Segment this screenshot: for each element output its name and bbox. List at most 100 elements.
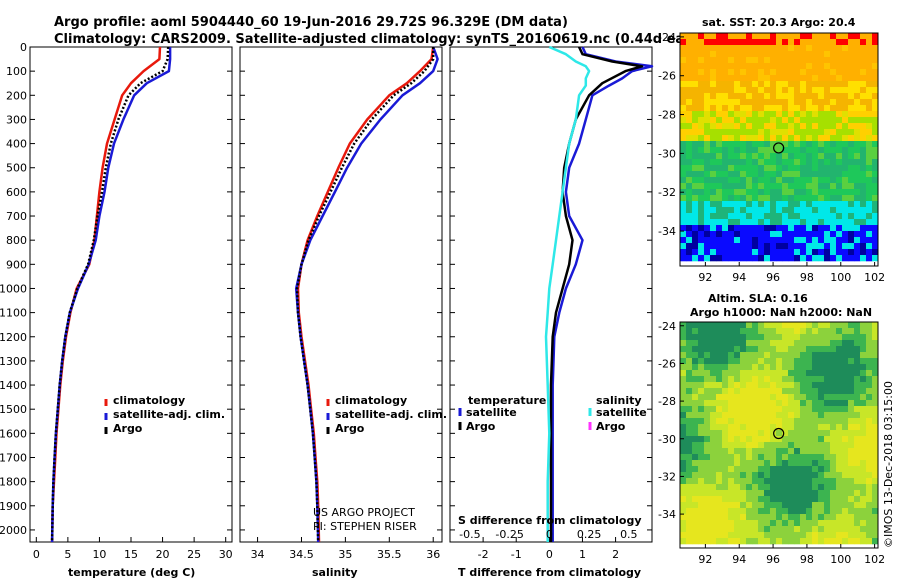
map-cell (860, 159, 867, 166)
map-cell (806, 51, 813, 58)
map-cell (770, 394, 777, 401)
map-x-tick-label: 98 (800, 271, 814, 284)
map-cell (800, 231, 807, 238)
map-cell (698, 255, 705, 262)
map-cell (782, 388, 789, 395)
map-cell (746, 237, 753, 244)
map-cell (776, 448, 783, 455)
map-cell (686, 490, 693, 497)
map-x-tick-label: 96 (766, 271, 780, 284)
map-cell (758, 364, 765, 371)
map-cell (740, 322, 747, 329)
map-cell (818, 219, 825, 226)
map-cell (788, 219, 795, 226)
map-cell (722, 412, 729, 419)
map-cell (710, 406, 717, 413)
map-cell (782, 117, 789, 124)
map-cell (872, 255, 879, 262)
map-cell (866, 123, 873, 130)
map-cell (776, 520, 783, 527)
map-cell (686, 39, 693, 46)
map-cell (782, 51, 789, 58)
map-cell (836, 358, 843, 365)
map-cell (824, 418, 831, 425)
map-cell (782, 201, 789, 208)
map-cell (872, 412, 879, 419)
map-cell (830, 430, 837, 437)
map-cell (746, 51, 753, 58)
map-cell (746, 538, 753, 545)
map-cell (698, 532, 705, 539)
map-cell (728, 430, 735, 437)
map-cell (806, 81, 813, 88)
map-cell (830, 502, 837, 509)
map-cell (698, 225, 705, 232)
map-cell (704, 243, 711, 250)
map-cell (722, 502, 729, 509)
map-cell (812, 334, 819, 341)
map-cell (746, 45, 753, 52)
map-cell (728, 183, 735, 190)
map-cell (680, 400, 687, 407)
map-cell (734, 388, 741, 395)
map-cell (806, 153, 813, 160)
map-cell (752, 400, 759, 407)
map-cell (866, 171, 873, 178)
map-cell (728, 454, 735, 461)
map-cell (848, 39, 855, 46)
map-cell (812, 33, 819, 40)
map-cell (698, 219, 705, 226)
map-x-tick-label: 102 (864, 271, 885, 284)
map-cell (710, 195, 717, 202)
map-cell (698, 430, 705, 437)
map-cell (752, 430, 759, 437)
map-cell (824, 334, 831, 341)
map-x-tick-label: 100 (830, 553, 851, 566)
argo-position-marker (773, 142, 785, 154)
map-cell (860, 448, 867, 455)
map-cell (776, 177, 783, 184)
map-cell (836, 81, 843, 88)
map-cell (872, 63, 879, 70)
map-cell (860, 460, 867, 467)
map-cell (752, 123, 759, 130)
map-cell (692, 57, 699, 64)
map-cell (722, 111, 729, 118)
map-cell (854, 63, 861, 70)
map-cell (866, 388, 873, 395)
map-cell (824, 45, 831, 52)
map-cell (788, 370, 795, 377)
map-cell (770, 424, 777, 431)
map-cell (866, 328, 873, 335)
map-cell (692, 237, 699, 244)
map-cell (848, 105, 855, 112)
map-cell (734, 538, 741, 545)
map-cell (776, 93, 783, 100)
map-cell (722, 490, 729, 497)
map-cell (716, 364, 723, 371)
map-cell (716, 39, 723, 46)
map-cell (830, 117, 837, 124)
map-cell (704, 418, 711, 425)
map-cell (860, 33, 867, 40)
map-cell (866, 63, 873, 70)
map-cell (824, 370, 831, 377)
map-frame (679, 32, 879, 267)
map-cell (776, 358, 783, 365)
map-cell (734, 418, 741, 425)
y-tick-label: 1400 (0, 379, 27, 392)
map-cell (692, 346, 699, 353)
map-cell (758, 81, 765, 88)
map-cell (842, 514, 849, 521)
map-cell (764, 219, 771, 226)
map-cell (716, 243, 723, 250)
map-cell (782, 352, 789, 359)
map-cell (794, 508, 801, 515)
map-cell (842, 502, 849, 509)
map-cell (830, 39, 837, 46)
map-cell (872, 376, 879, 383)
map-cell (872, 183, 879, 190)
map-cell (854, 496, 861, 503)
map-cell (848, 171, 855, 178)
map-cell (704, 508, 711, 515)
